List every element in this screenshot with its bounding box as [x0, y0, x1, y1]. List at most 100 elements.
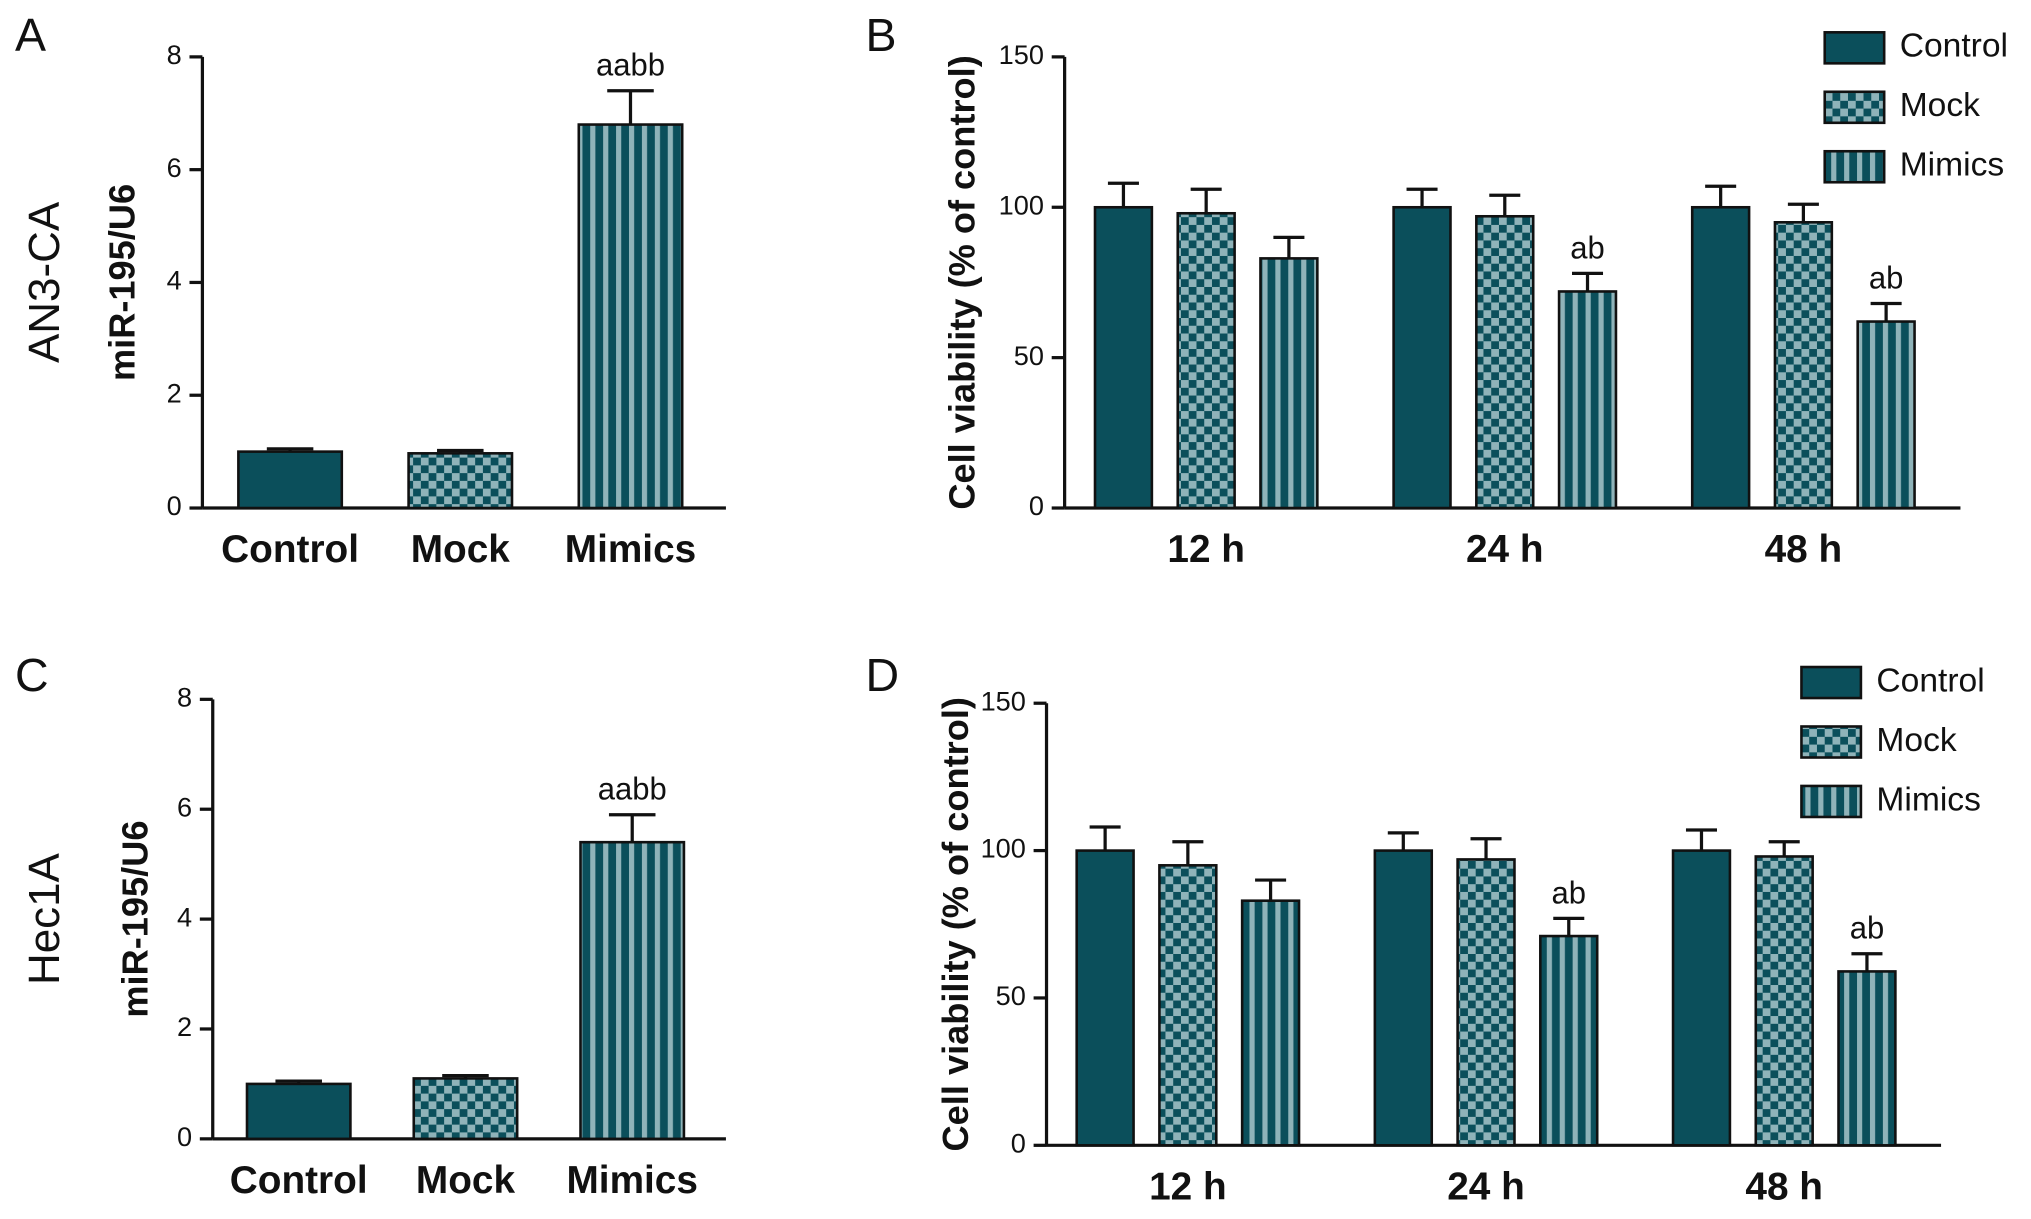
- legend-swatch: [1800, 725, 1863, 759]
- error-bar: [1190, 187, 1222, 214]
- y-axis-label: Cell viability (% of control): [935, 697, 976, 1151]
- error-bar: [1172, 840, 1204, 866]
- bar: [1557, 290, 1618, 510]
- bar: [1392, 205, 1452, 510]
- legend-swatch: [1800, 665, 1863, 700]
- x-tick-label: Mimics: [567, 1159, 698, 1202]
- bar: [1158, 864, 1218, 1147]
- y-tick-label: 0: [167, 490, 182, 521]
- legend-label: Mimics: [1876, 781, 1981, 818]
- y-tick-label: 0: [1011, 1127, 1026, 1158]
- bar: [1690, 205, 1751, 510]
- y-axis-label: miR-195/U6: [101, 184, 142, 381]
- panel-letter: D: [866, 649, 900, 701]
- x-tick-label: 24 h: [1447, 1166, 1525, 1209]
- y-tick-label: 0: [1029, 490, 1044, 521]
- x-tick-label: Control: [221, 528, 359, 571]
- x-tick-label: Mock: [416, 1159, 516, 1202]
- bar: [412, 1077, 519, 1141]
- x-tick-label: 48 h: [1745, 1166, 1823, 1209]
- error-bar: [1255, 878, 1287, 901]
- legend-swatch: [1823, 31, 1886, 65]
- y-tick-label: 6: [177, 791, 192, 822]
- error-bar: [1787, 202, 1819, 223]
- error-bar: [1273, 235, 1305, 259]
- y-tick-label: 100: [981, 833, 1026, 864]
- bar: [407, 452, 514, 510]
- bar: [1671, 849, 1732, 1147]
- bar: [579, 840, 686, 1141]
- bar: [1539, 934, 1599, 1147]
- error-bar: [1489, 193, 1521, 217]
- error-bar: [1572, 271, 1604, 292]
- bar: [1837, 970, 1897, 1147]
- error-bar: [1387, 831, 1419, 851]
- bar: [1373, 849, 1434, 1147]
- legend-label: Mock: [1876, 722, 1956, 759]
- bar: [245, 1082, 352, 1141]
- bar: [1754, 855, 1814, 1147]
- y-tick-label: 0: [177, 1121, 192, 1152]
- bar: [1773, 221, 1834, 510]
- x-tick-label: Mock: [411, 528, 511, 571]
- bar: [1093, 205, 1154, 510]
- row-label: AN3-CA: [20, 201, 69, 363]
- y-tick-label: 2: [167, 377, 182, 408]
- annotation: aabb: [596, 48, 665, 83]
- error-bar: [1553, 916, 1585, 937]
- y-axis-label: miR-195/U6: [114, 821, 155, 1018]
- x-tick-label: Mimics: [565, 528, 696, 571]
- y-tick-label: 4: [167, 265, 182, 296]
- bar: [577, 123, 684, 510]
- annotation: ab: [1869, 260, 1904, 295]
- y-tick-label: 4: [177, 901, 192, 932]
- legend-label: Mock: [1900, 87, 1980, 124]
- y-tick-label: 8: [177, 682, 192, 713]
- error-bar: [1089, 825, 1121, 851]
- error-bar: [1705, 184, 1737, 208]
- bar: [237, 450, 344, 510]
- error-bar: [608, 813, 656, 843]
- y-tick-label: 50: [1014, 340, 1044, 371]
- error-bar: [1406, 187, 1438, 208]
- legend-swatch: [1823, 90, 1886, 125]
- bar: [1456, 858, 1516, 1147]
- x-tick-label: Control: [230, 1159, 368, 1202]
- y-tick-label: 2: [177, 1011, 192, 1042]
- annotation: aabb: [598, 772, 667, 807]
- bar: [1259, 257, 1319, 510]
- legend-swatch: [1800, 784, 1863, 819]
- y-tick-label: 100: [999, 189, 1044, 220]
- error-bar: [1870, 301, 1902, 322]
- y-axis-label: Cell viability (% of control): [942, 55, 983, 509]
- panel-letter: A: [15, 9, 46, 61]
- error-bar: [1768, 840, 1800, 857]
- error-bar: [1851, 952, 1883, 972]
- annotation: ab: [1570, 230, 1605, 265]
- y-tick-label: 150: [981, 685, 1026, 716]
- annotation: ab: [1552, 875, 1587, 910]
- y-tick-label: 8: [167, 39, 182, 70]
- y-tick-label: 50: [996, 980, 1026, 1011]
- legend-label: Mimics: [1900, 147, 2005, 184]
- x-tick-label: 12 h: [1167, 528, 1245, 571]
- bar: [1240, 899, 1301, 1147]
- x-tick-label: 24 h: [1466, 528, 1544, 571]
- panel-letter: B: [866, 9, 897, 61]
- bar: [1856, 320, 1916, 510]
- bar: [1075, 849, 1135, 1147]
- legend-label: Control: [1900, 28, 2008, 65]
- bar: [1475, 214, 1535, 510]
- error-bar: [1107, 181, 1139, 208]
- y-tick-label: 150: [999, 39, 1044, 70]
- error-bar: [1470, 837, 1502, 860]
- row-label: Hec1A: [20, 852, 69, 985]
- error-bar: [1685, 828, 1718, 851]
- x-tick-label: 12 h: [1149, 1166, 1227, 1209]
- error-bar: [607, 89, 654, 125]
- legend-swatch: [1823, 149, 1886, 184]
- y-tick-label: 6: [167, 152, 182, 183]
- legend-label: Control: [1876, 662, 1984, 699]
- panel-letter: C: [15, 649, 49, 701]
